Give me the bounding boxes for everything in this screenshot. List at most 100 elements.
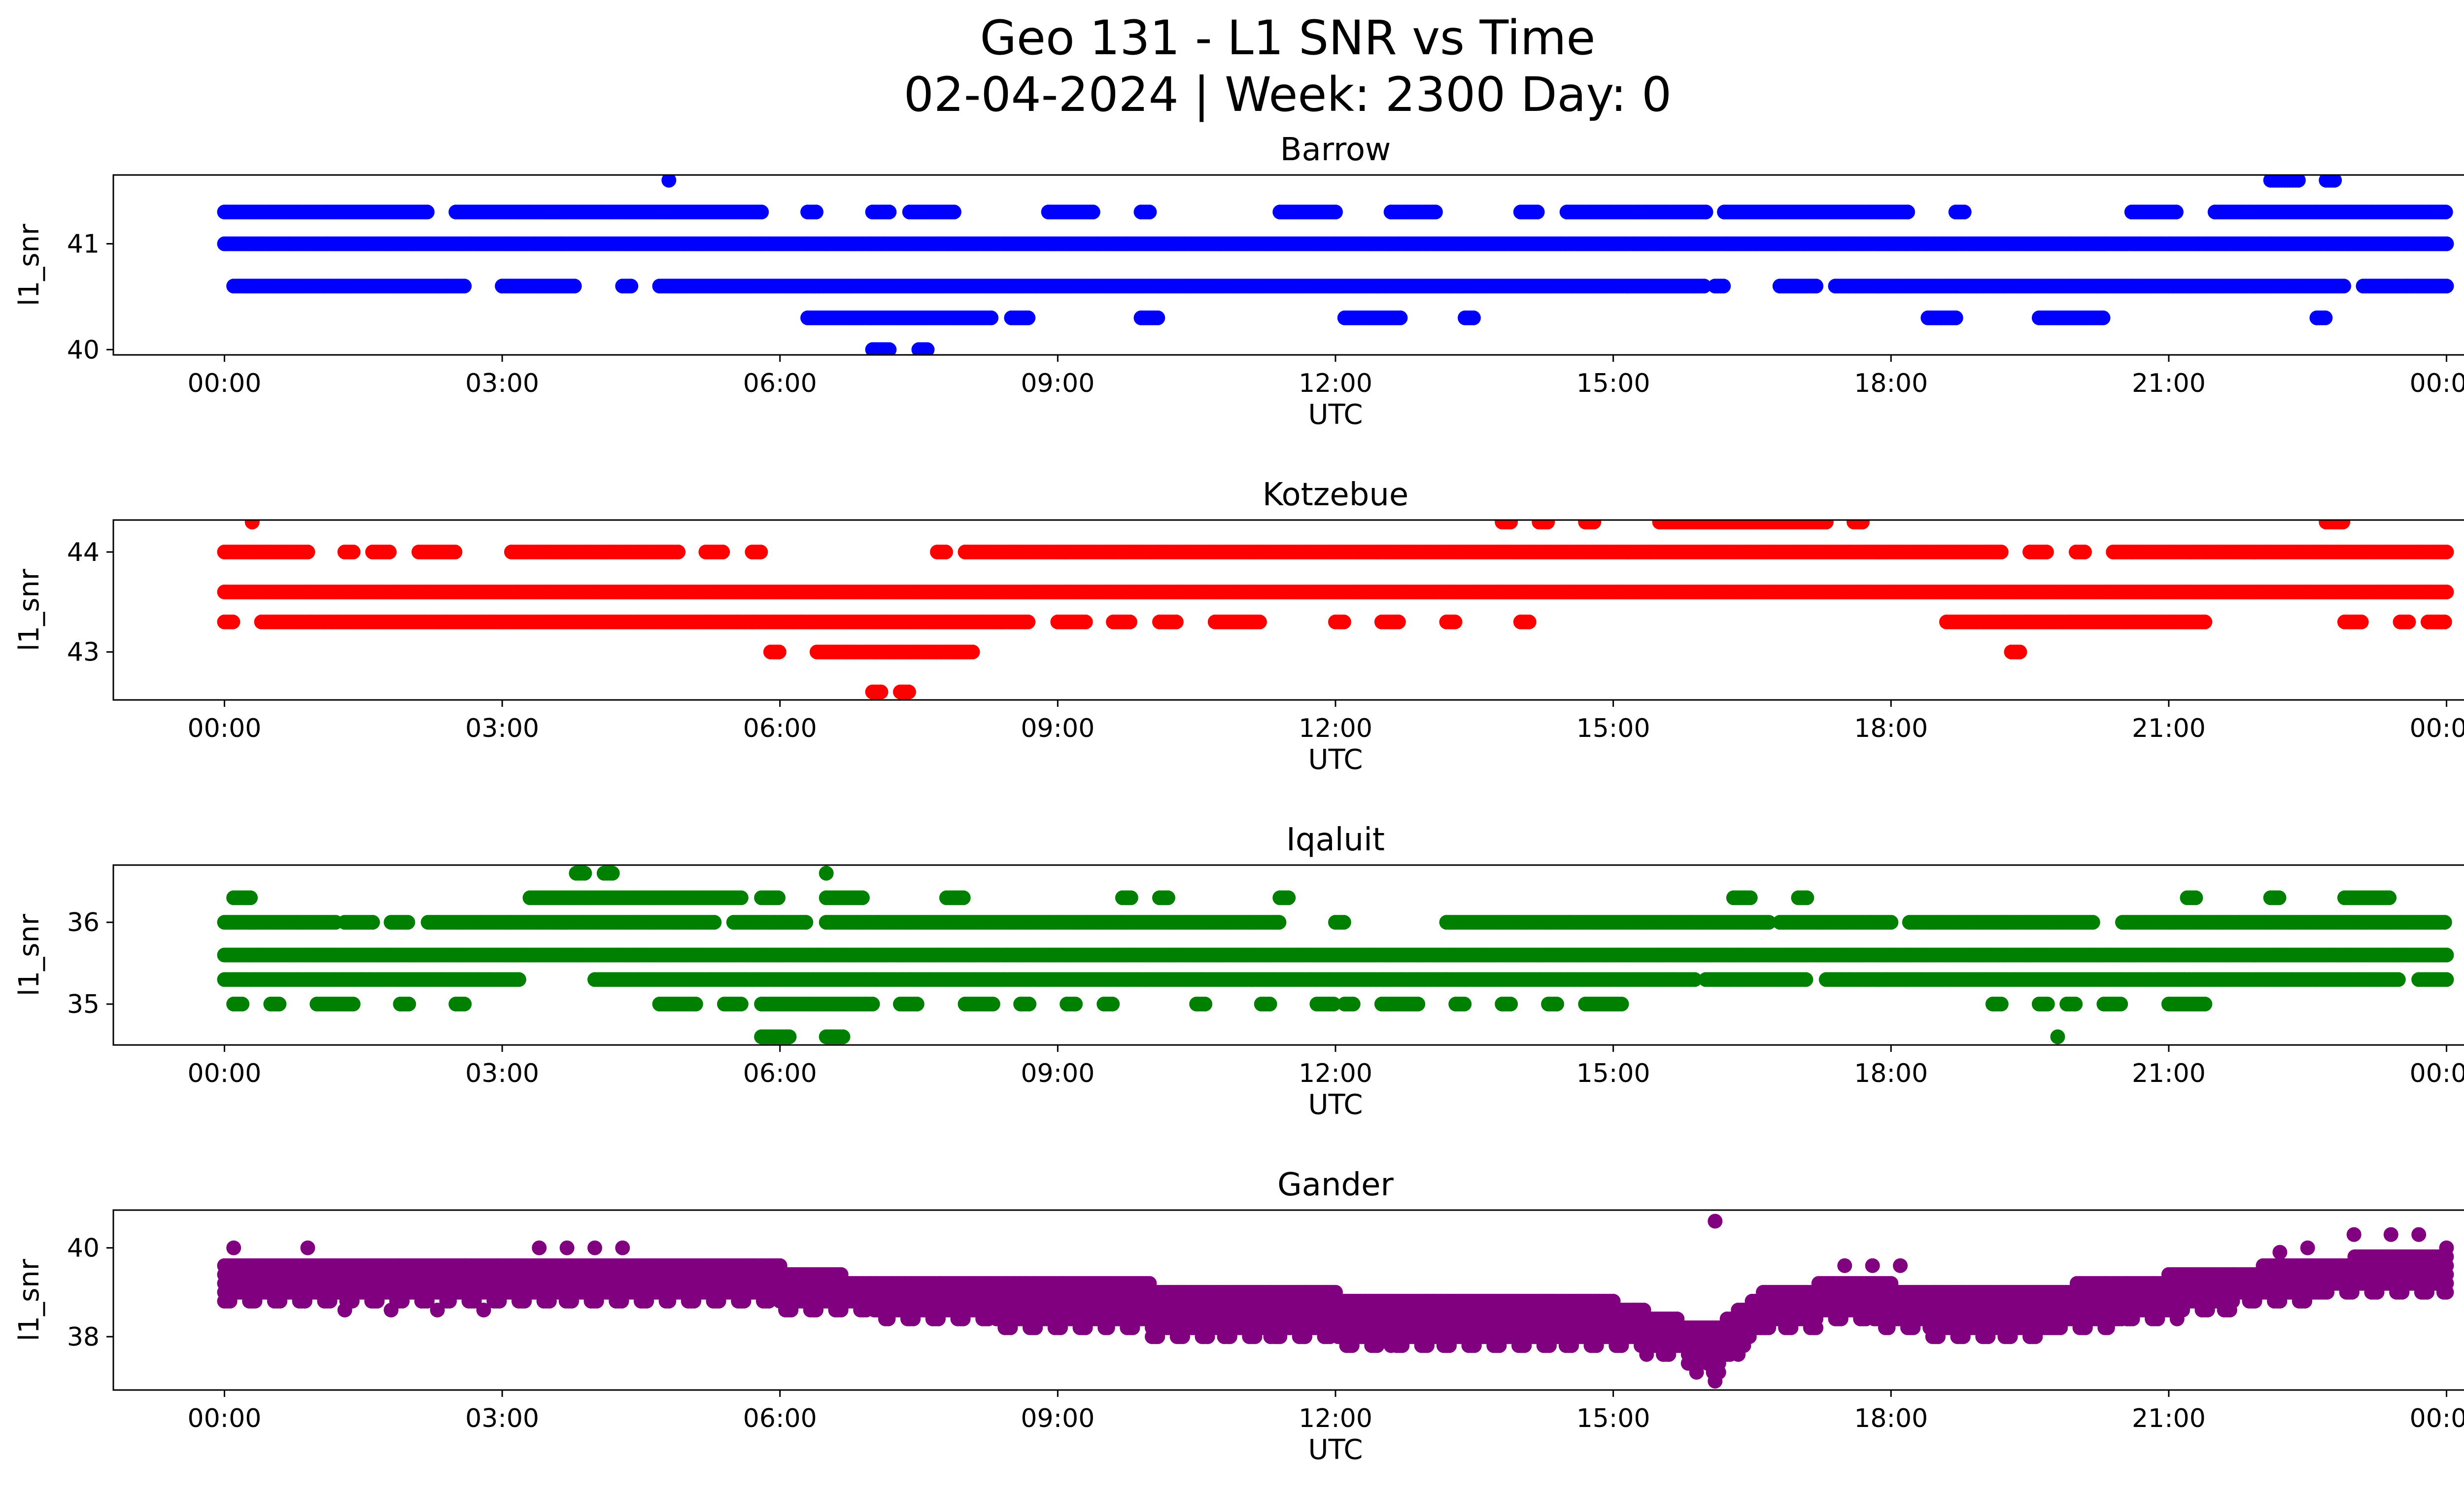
x-tick-label: 09:00: [1021, 714, 1095, 743]
data-point: [715, 544, 730, 559]
data-point: [1021, 614, 1036, 629]
data-point: [1540, 520, 1555, 530]
data-point: [1328, 205, 1343, 220]
x-tick-label: 00:00: [188, 714, 262, 743]
x-tick-label: 21:00: [2132, 714, 2206, 743]
x-tick-label: 00:00: [2410, 714, 2464, 743]
x-tick-label: 15:00: [1576, 369, 1650, 398]
data-point: [771, 644, 787, 660]
data-point: [1168, 614, 1184, 629]
data-point: [1252, 614, 1267, 629]
data-point: [2438, 205, 2453, 220]
data-point: [2439, 278, 2454, 294]
data-point: [623, 278, 639, 294]
data-point: [873, 684, 889, 699]
y-axis-label: l1_snr: [13, 568, 45, 651]
data-point: [920, 342, 935, 355]
x-tick-label: 18:00: [1854, 369, 1928, 398]
data-point: [1586, 520, 1602, 530]
data-point: [381, 544, 397, 559]
data-point: [1698, 205, 1713, 220]
y-tick-label: 43: [67, 638, 100, 667]
x-tick-label: 15:00: [1576, 714, 1650, 743]
data-point: [1393, 310, 1408, 325]
data-point: [882, 205, 897, 220]
data-point: [1078, 614, 1093, 629]
data-point: [244, 520, 260, 530]
data-point: [1447, 614, 1463, 629]
subplot-panels: Barrow 00:00 03:00 06:00 09:00 12:00 15:00 18:0…: [13, 132, 2464, 1466]
data-point: [1521, 614, 1537, 629]
data-point: [567, 278, 582, 294]
data-point: [2437, 614, 2452, 629]
x-tick-label: 09:00: [1021, 369, 1095, 398]
figure-title-line2: 02-04-2024 | Week: 2300 Day: 0: [904, 67, 1672, 123]
data-point: [661, 175, 677, 188]
x-axis-label: UTC: [1308, 399, 1363, 431]
data-point: [1021, 310, 1036, 325]
x-axis-label: UTC: [1308, 744, 1363, 776]
data-point: [225, 614, 240, 629]
y-tick-label: 40: [67, 335, 100, 365]
data-point: [447, 544, 463, 559]
subplot-title: Barrow: [1280, 132, 1391, 168]
data-point: [300, 544, 315, 559]
data-point: [2197, 614, 2213, 629]
data-point: [2077, 544, 2092, 559]
data-point: [1900, 205, 1916, 220]
y-tick-label: 44: [67, 538, 100, 567]
data-point: [1391, 614, 1406, 629]
data-point: [1855, 520, 1870, 530]
data-point: [984, 310, 999, 325]
data-point: [2336, 278, 2351, 294]
data-point: [1503, 520, 1518, 530]
data-point: [1530, 205, 1545, 220]
data-point: [1696, 278, 1711, 294]
data-point: [2401, 614, 2416, 629]
data-point: [753, 544, 768, 559]
data-point: [1818, 520, 1834, 530]
data-point: [2439, 585, 2454, 599]
x-tick-label: 12:00: [1299, 714, 1372, 743]
x-tick-label: 06:00: [743, 369, 817, 398]
data-point: [1336, 614, 1351, 629]
data-point: [1716, 278, 1731, 294]
data-point: [1466, 310, 1481, 325]
data-point: [457, 278, 472, 294]
subplot-title: Iqaluit: [1286, 822, 1385, 858]
figure-title-line1: Geo 131 - L1 SNR vs Time: [980, 10, 1596, 66]
data-point: [2039, 544, 2054, 559]
y-tick-label: 41: [67, 230, 100, 259]
data-point: [2327, 175, 2342, 188]
data-point: [2439, 544, 2454, 559]
data-point: [2012, 644, 2027, 660]
data-points: [217, 866, 2454, 1044]
data-point: [2168, 205, 2184, 220]
data-point: [2335, 520, 2351, 530]
data-point: [1809, 278, 1824, 294]
data-point: [2291, 175, 2306, 188]
data-points: [217, 175, 2454, 355]
y-axis-label: l1_snr: [13, 223, 45, 306]
data-point: [345, 544, 361, 559]
data-point: [2439, 236, 2454, 251]
data-point: [2095, 310, 2111, 325]
data-point: [1428, 205, 1443, 220]
data-point: [882, 342, 897, 355]
x-tick-label: 03:00: [465, 369, 539, 398]
x-tick-label: 12:00: [1299, 369, 1372, 398]
data-point: [901, 684, 916, 699]
data-points: [217, 520, 2454, 699]
x-tick-label: 18:00: [1854, 714, 1928, 743]
subplot-title: Kotzebue: [1263, 477, 1409, 513]
data-point: [1956, 205, 1972, 220]
x-tick-label: 21:00: [2132, 369, 2206, 398]
data-point: [1948, 310, 1963, 325]
data-point: [671, 544, 686, 559]
data-point: [1993, 544, 2009, 559]
data-point: [754, 205, 769, 220]
